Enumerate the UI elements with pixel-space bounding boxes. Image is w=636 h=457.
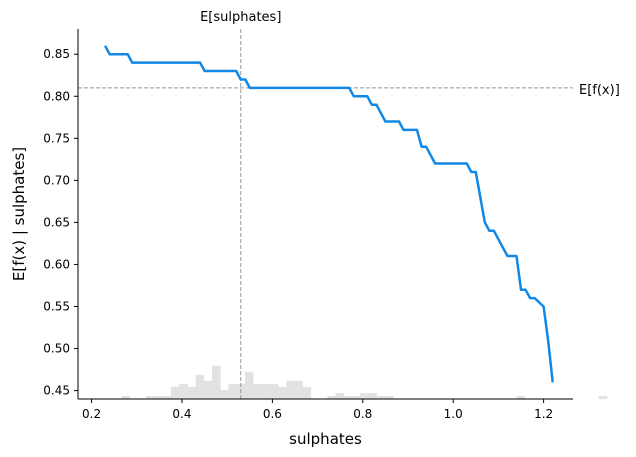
- histogram-bar: [244, 371, 254, 399]
- x-axis-title: sulphates: [289, 430, 362, 448]
- histogram-bar: [154, 395, 164, 399]
- y-axis-title: E[f(x) | sulphates]: [10, 147, 28, 281]
- histogram-bar: [146, 395, 155, 399]
- y-tick-label: 0.85: [43, 47, 70, 61]
- reference-lines: [78, 29, 573, 399]
- x-tick-label: 1.2: [534, 407, 553, 421]
- y-tick-label: 0.80: [43, 89, 70, 103]
- histogram-bar: [286, 380, 295, 399]
- histogram-bar: [302, 386, 312, 399]
- y-tick-label: 0.50: [43, 342, 70, 356]
- histogram-bar: [376, 395, 386, 399]
- y-tick-label: 0.75: [43, 131, 70, 145]
- horizontal-reference-label: E[f(x)]: [579, 83, 620, 98]
- histogram-bar: [351, 395, 361, 399]
- x-tick-label: 0.8: [353, 407, 372, 421]
- y-tick-label: 0.45: [43, 384, 70, 398]
- histogram-bar: [228, 383, 238, 399]
- x-tick-label: 0.4: [172, 407, 191, 421]
- ticks: 0.2 0.4 0.6 0.8 1.0 1.2 0.45 0.50 0.55 0.60 0.65 0.…: [43, 47, 553, 421]
- vertical-reference-label: E[sulphates]: [200, 10, 281, 25]
- histogram-bar: [253, 383, 262, 399]
- series-line-group: [103, 45, 554, 383]
- x-tick-label: 1.0: [444, 407, 463, 421]
- histogram-bar: [343, 395, 353, 399]
- histogram: [121, 365, 608, 399]
- histogram-bar: [269, 383, 279, 399]
- histogram-bar: [203, 380, 213, 399]
- histogram-bar: [212, 365, 221, 399]
- histogram-bar: [360, 392, 369, 399]
- y-tick-label: 0.55: [43, 300, 70, 314]
- y-tick-label: 0.65: [43, 215, 70, 229]
- histogram-bar: [170, 386, 180, 399]
- histogram-bar: [179, 383, 188, 399]
- histogram-bar: [195, 374, 205, 399]
- histogram-bar: [294, 380, 303, 399]
- x-tick-label: 0.6: [263, 407, 282, 421]
- histogram-bar: [516, 395, 526, 399]
- histogram-bar: [384, 395, 394, 399]
- x-tick-label: 0.2: [82, 407, 101, 421]
- histogram-bar: [277, 386, 287, 399]
- y-tick-label: 0.60: [43, 257, 70, 271]
- histogram-bar: [187, 386, 196, 399]
- histogram-bar: [121, 395, 131, 399]
- axes: [77, 29, 573, 400]
- histogram-bar: [368, 392, 377, 399]
- histogram-bar: [162, 395, 172, 399]
- histogram-bar: [261, 383, 270, 399]
- y-tick-label: 0.70: [43, 173, 70, 187]
- histogram-bar: [598, 395, 608, 399]
- histogram-bar: [335, 392, 345, 399]
- series-line: [103, 45, 554, 383]
- histogram-bar: [327, 395, 336, 399]
- histogram-bar: [220, 389, 229, 399]
